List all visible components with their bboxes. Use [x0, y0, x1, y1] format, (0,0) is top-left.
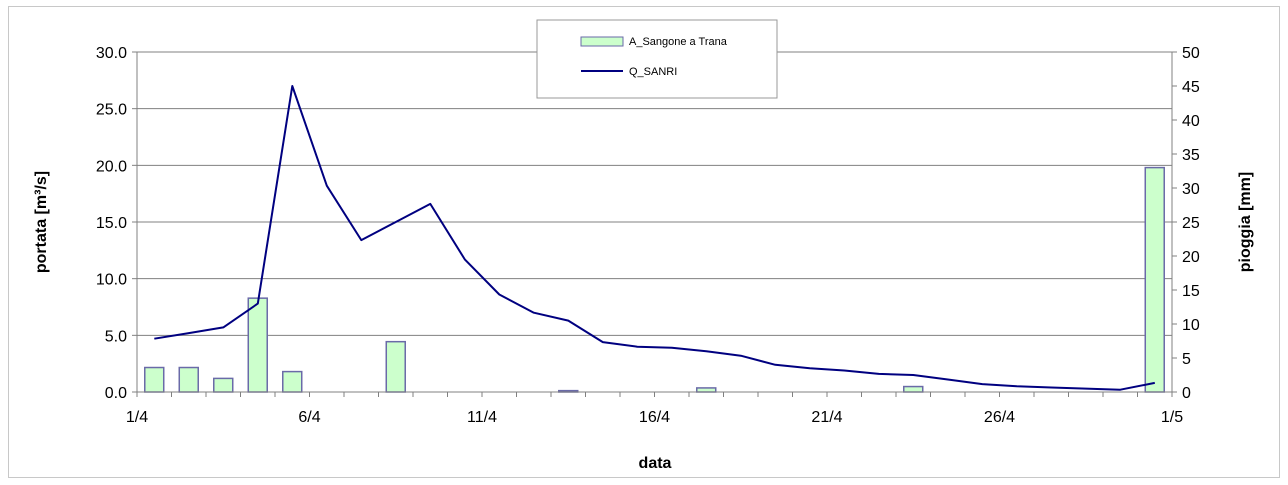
- x-tick-label: 11/4: [467, 409, 497, 426]
- y-left-tick-label: 20.0: [96, 158, 127, 175]
- y-right-title: pioggia [mm]: [1237, 172, 1254, 272]
- rain-bar: [1144, 166, 1165, 393]
- x-tick-label: 21/4: [811, 409, 842, 426]
- legend-label-line: Q_SANRI: [629, 66, 677, 78]
- rain-bar: [247, 297, 268, 393]
- legend: A_Sangone a Trana Q_SANRI: [536, 19, 778, 99]
- y-right-tick-label: 15: [1182, 283, 1200, 300]
- rain-bar: [903, 385, 924, 393]
- gridlines: [137, 51, 1172, 336]
- y-right-tick-label: 50: [1182, 45, 1200, 62]
- y-left-tick-label: 15.0: [96, 215, 127, 232]
- rain-bar: [178, 366, 199, 393]
- x-axis-title: data: [639, 455, 672, 472]
- y-left-title: portata [m³/s]: [33, 171, 50, 273]
- rain-bar: [213, 377, 234, 393]
- y-right-tick-label: 5: [1182, 351, 1191, 368]
- y-left-tick-label: 30.0: [96, 45, 127, 62]
- chart-frame: [8, 6, 1280, 478]
- y-right-tick-label: 40: [1182, 113, 1200, 130]
- y-right-tick-label: 10: [1182, 317, 1200, 334]
- line-series: [154, 85, 1155, 391]
- y-right-tick-label: 45: [1182, 79, 1200, 96]
- y-right-tick-label: 35: [1182, 147, 1200, 164]
- x-axis-ticks: 1/4 6/4 11/4 16/4 21/4 26/4 1/5: [126, 392, 1183, 426]
- y-left-tick-label: 10.0: [96, 272, 127, 289]
- x-tick-label: 1/5: [1161, 409, 1183, 426]
- flow-line: [154, 85, 1155, 391]
- legend-label-bar: A_Sangone a Trana: [629, 36, 728, 48]
- x-tick-label: 1/4: [126, 409, 148, 426]
- rain-bar: [144, 366, 165, 393]
- legend-swatch-bar: [580, 36, 624, 47]
- x-tick-label: 26/4: [984, 409, 1015, 426]
- y-right-tick-label: 0: [1182, 385, 1191, 402]
- y-right-tick-label: 25: [1182, 215, 1200, 232]
- bar-series: [144, 166, 1165, 393]
- y-right-tick-label: 30: [1182, 181, 1200, 198]
- y-left-tick-label: 5.0: [105, 328, 127, 345]
- rain-bar: [696, 387, 717, 393]
- rain-bar: [385, 340, 406, 393]
- legend-box: [536, 19, 778, 99]
- x-tick-label: 16/4: [639, 409, 670, 426]
- left-axis-ticks: 0.0 5.0 10.0 15.0 20.0 25.0 30.0: [96, 45, 137, 402]
- right-axis-ticks: 0 5 10 15 20 25 30 35 40 45 50: [1172, 45, 1200, 402]
- y-left-tick-label: 25.0: [96, 102, 127, 119]
- y-right-tick-label: 20: [1182, 249, 1200, 266]
- rain-bar: [282, 370, 303, 393]
- y-left-tick-label: 0.0: [105, 385, 127, 402]
- x-tick-label: 6/4: [298, 409, 320, 426]
